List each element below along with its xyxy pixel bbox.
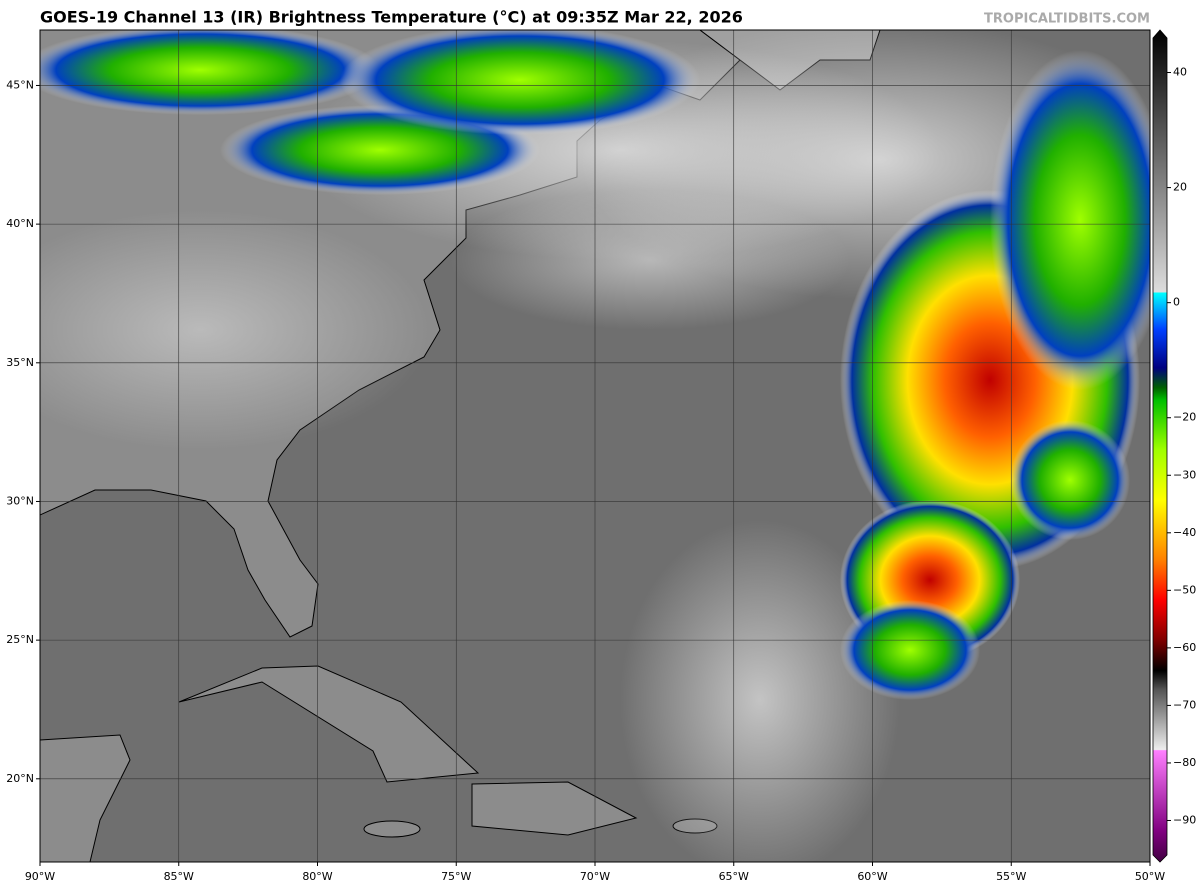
convection xyxy=(840,600,980,700)
watermark: TROPICALTIDBITS.COM xyxy=(984,12,1150,27)
convection xyxy=(340,30,700,135)
cloud xyxy=(40,210,430,450)
convection xyxy=(40,30,380,115)
colorbar-tick-label: 20 xyxy=(1173,181,1187,194)
y-tick-label: 20°N xyxy=(6,772,34,785)
x-tick-label: 80°W xyxy=(302,870,332,883)
colorbar-tick-label: −20 xyxy=(1173,411,1196,424)
colorbar-scale xyxy=(1152,29,1168,863)
x-tick-label: 90°W xyxy=(25,870,55,883)
x-tick-label: 60°W xyxy=(857,870,887,883)
jamaica xyxy=(363,820,421,838)
colorbar-tick-label: 40 xyxy=(1173,66,1187,79)
colorbar: 40 20 0 −20 −30 −40 −50 −60 −70 −80 −90 xyxy=(1152,29,1196,863)
x-tick-label: 75°W xyxy=(441,870,471,883)
colorbar-tick-label: 0 xyxy=(1173,296,1180,309)
convection xyxy=(1010,420,1130,540)
cloud xyxy=(620,520,900,862)
colorbar-tick-label: −70 xyxy=(1173,698,1196,711)
y-tick-label: 35°N xyxy=(6,356,34,369)
colorbar-tick-label: −90 xyxy=(1173,813,1196,826)
x-tick-label: 85°W xyxy=(164,870,194,883)
satellite-image xyxy=(40,30,1150,862)
cloud xyxy=(450,190,850,330)
y-tick-label: 25°N xyxy=(6,633,34,646)
colorbar-tick-label: −30 xyxy=(1173,468,1196,481)
colorbar-tick-label: −50 xyxy=(1173,583,1196,596)
graticule: 90°W 85°W 80°W 75°W 70°W 65°W 60°W 55°W 50°W 20°N… xyxy=(6,30,1165,883)
x-tick-label: 50°W xyxy=(1135,870,1165,883)
y-tick-label: 30°N xyxy=(6,494,34,507)
colorbar-tick-label: −60 xyxy=(1173,641,1196,654)
mexico-yucatan xyxy=(40,734,131,862)
x-tick-label: 65°W xyxy=(719,870,749,883)
cuba xyxy=(178,665,480,783)
x-tick-label: 55°W xyxy=(996,870,1026,883)
title: GOES-19 Channel 13 (IR) Brightness Tempe… xyxy=(40,8,743,27)
colorbar-tick-label: −40 xyxy=(1173,526,1196,539)
convection xyxy=(990,50,1150,390)
map-frame xyxy=(39,29,1151,863)
colorbar-tick-label: −80 xyxy=(1173,756,1196,769)
x-tick-label: 70°W xyxy=(580,870,610,883)
y-tick-label: 45°N xyxy=(6,78,34,91)
y-tick-label: 40°N xyxy=(6,217,34,230)
